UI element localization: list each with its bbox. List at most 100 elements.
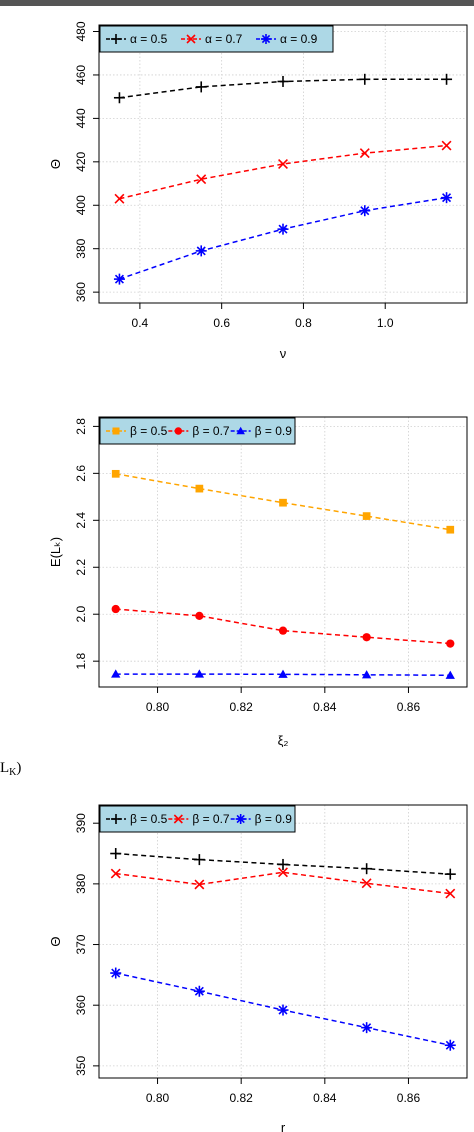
data-point (113, 273, 125, 285)
legend-entry: β = 0.5 (106, 812, 168, 826)
x-tick-label: 1.0 (377, 316, 394, 330)
y-tick-label: 460 (74, 65, 88, 85)
data-point (193, 985, 205, 997)
data-point (194, 879, 205, 890)
legend-entry: α = 0.9 (256, 32, 318, 46)
data-point (445, 888, 456, 899)
y-tick-label: 360 (74, 995, 88, 1015)
data-point (279, 498, 287, 507)
data-point (278, 669, 288, 678)
legend-label: α = 0.9 (280, 32, 318, 46)
data-point (441, 192, 453, 204)
x-axis-label: ξ₂ (278, 733, 289, 748)
data-point (362, 512, 371, 520)
window-top-bar (0, 0, 474, 6)
series-line (119, 196, 447, 280)
y-axis-label: E(Lₖ) (48, 537, 63, 567)
legend-entry: α = 0.5 (106, 32, 168, 46)
legend-box (99, 417, 296, 445)
legend-entry: β = 0.5 (106, 424, 168, 438)
y-tick-label: 2.6 (74, 465, 88, 482)
data-point (359, 148, 370, 159)
data-point (113, 92, 125, 104)
data-point (111, 469, 120, 478)
data-point (361, 670, 372, 679)
x-tick-label: 0.82 (230, 1091, 254, 1105)
legend-label: β = 0.7 (192, 812, 230, 826)
plot-frame (98, 416, 468, 688)
plot-frame (98, 804, 468, 1079)
series-line (115, 673, 451, 677)
legend-entry: β = 0.7 (168, 812, 230, 826)
y-tick-label: 350 (74, 1056, 88, 1076)
data-point (110, 967, 122, 979)
x-axis-label: ν (280, 346, 287, 361)
y-tick-label: 2.8 (74, 418, 88, 435)
series-3 (111, 669, 455, 679)
data-point (359, 205, 371, 217)
x-tick-label: 0.4 (132, 316, 149, 330)
series-3 (110, 967, 456, 1051)
data-point (111, 669, 121, 678)
data-point (110, 848, 122, 860)
legend: α = 0.5 α = 0.7 α = 0.9 (99, 25, 334, 53)
series-line (115, 871, 451, 895)
legend-entry: α = 0.7 (181, 32, 243, 46)
data-point (114, 193, 125, 204)
x-tick-label: 0.86 (397, 700, 421, 714)
legend-label: β = 0.5 (130, 812, 168, 826)
series-1 (111, 469, 455, 534)
series-line (115, 608, 451, 645)
x-axis-label: r (281, 1120, 286, 1132)
data-point (445, 670, 455, 679)
data-point (444, 1039, 456, 1051)
data-point (444, 868, 456, 880)
chart-2: 0.80 0.82 0.84 0.86 1.8 2.0 2.2 2.4 2.6 2.8 ξ₂ E(Lₖ… (48, 416, 468, 748)
series-2 (114, 140, 452, 204)
data-point (359, 73, 371, 85)
x-tick-label: 0.80 (146, 700, 170, 714)
series-1 (110, 848, 456, 880)
y-tick-label: 380 (74, 874, 88, 894)
data-point (361, 863, 373, 875)
data-point (110, 868, 121, 879)
y-tick-label: 370 (74, 934, 88, 954)
chart-1: 0.4 0.6 0.8 1.0 360 380 400 420 440 460 480 ν Θα = 0… (48, 21, 468, 361)
y-tick-label: 2.0 (74, 606, 88, 623)
legend-label: β = 0.9 (255, 424, 293, 438)
chart-3: 0.80 0.82 0.84 0.86 350 360 370 380 390 r Θβ = 0.5… (48, 804, 468, 1132)
cropped-formula-main: L (0, 760, 10, 776)
legend: β = 0.5 β = 0.7 β = 0.9 (99, 417, 296, 445)
legend-box (99, 25, 334, 53)
y-axis-label: Θ (48, 159, 63, 169)
x-tick-label: 0.84 (313, 700, 337, 714)
cropped-formula-subscript: K (9, 767, 17, 778)
plot-frame (98, 24, 468, 304)
data-point (361, 1022, 373, 1034)
data-point (277, 223, 289, 235)
y-tick-label: 440 (74, 108, 88, 128)
data-point (362, 633, 371, 642)
legend-label: β = 0.7 (192, 424, 230, 438)
legend-label: β = 0.5 (130, 424, 168, 438)
cropped-formula-tail: ) (16, 760, 22, 776)
series-line (115, 473, 451, 531)
data-point (277, 75, 289, 87)
y-axis-label: Θ (48, 936, 63, 946)
y-tick-label: 400 (74, 195, 88, 215)
series-line (119, 144, 447, 200)
y-tick-label: 480 (74, 21, 88, 41)
legend-entry: β = 0.9 (230, 424, 293, 438)
y-tick-label: 390 (74, 813, 88, 833)
legend-label: β = 0.9 (255, 812, 293, 826)
x-tick-label: 0.8 (295, 316, 312, 330)
data-point (277, 858, 289, 870)
data-point (111, 604, 120, 614)
x-tick-label: 0.6 (213, 316, 230, 330)
y-tick-label: 2.4 (74, 512, 88, 529)
data-point (196, 174, 207, 185)
data-point (194, 669, 205, 678)
data-point (195, 81, 207, 93)
series-3 (113, 192, 453, 285)
